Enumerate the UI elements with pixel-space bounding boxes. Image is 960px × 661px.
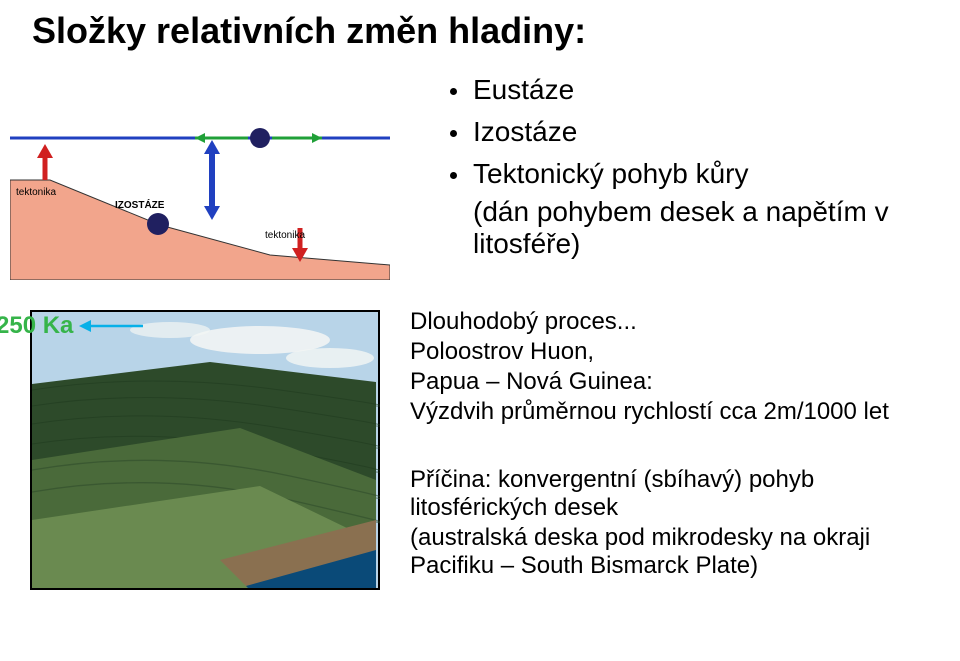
label-izostaze: IZOSTÁZE	[115, 198, 165, 211]
bullet-row-cont: (dán pohybem desek a napětím v litosféře…	[450, 196, 930, 260]
photo-svg	[30, 310, 380, 590]
sea-circle	[250, 128, 270, 148]
cause-header: Příčina: konvergentní (sbíhavý) pohyb li…	[410, 466, 940, 522]
bullet-row: Izostáze	[450, 116, 930, 148]
bullet-text: Izostáze	[473, 116, 577, 148]
photo	[30, 310, 380, 590]
slide: Složky relativních změn hladiny:	[0, 0, 960, 661]
bullet-text: Eustáze	[473, 74, 574, 106]
bullet-dot-icon	[450, 88, 457, 95]
label-right-tektonika: tektonika	[265, 230, 305, 241]
slide-title: Složky relativních změn hladiny:	[32, 10, 586, 52]
diagram-svg: tektonika IZOSTÁZE tektonika	[10, 80, 390, 280]
bullet-row: Tektonický pohyb kůry	[450, 158, 930, 190]
age-arrow-label: 250 Ka	[0, 312, 147, 340]
spacer	[410, 426, 940, 464]
schematic-diagram: tektonika IZOSTÁZE tektonika	[10, 80, 390, 280]
land-circle	[147, 213, 169, 235]
description-block: Dlouhodobý proces... Poloostrov Huon, Pa…	[410, 308, 940, 580]
desc-line1: Poloostrov Huon,	[410, 338, 940, 366]
bullet-dot-icon	[450, 172, 457, 179]
age-text: 250 Ka	[0, 312, 73, 340]
label-left-tektonika: tektonika	[16, 187, 56, 198]
bullet-row: Eustáze	[450, 74, 930, 106]
desc-line2: Papua – Nová Guinea:	[410, 368, 940, 396]
bullet-list: Eustáze Izostáze Tektonický pohyb kůry (…	[450, 74, 930, 270]
cause-sub: (australská deska pod mikrodesky na okra…	[410, 524, 940, 580]
bullet-text-cont: (dán pohybem desek a napětím v litosféře…	[473, 196, 930, 260]
bullet-text: Tektonický pohyb kůry	[473, 158, 748, 190]
bullet-dot-icon	[450, 130, 457, 137]
desc-header: Dlouhodobý proces...	[410, 308, 940, 336]
cloud-icon	[286, 348, 374, 368]
desc-line3: Výzdvih průměrnou rychlostí cca 2m/1000 …	[410, 398, 940, 426]
age-arrow-icon	[77, 316, 147, 336]
